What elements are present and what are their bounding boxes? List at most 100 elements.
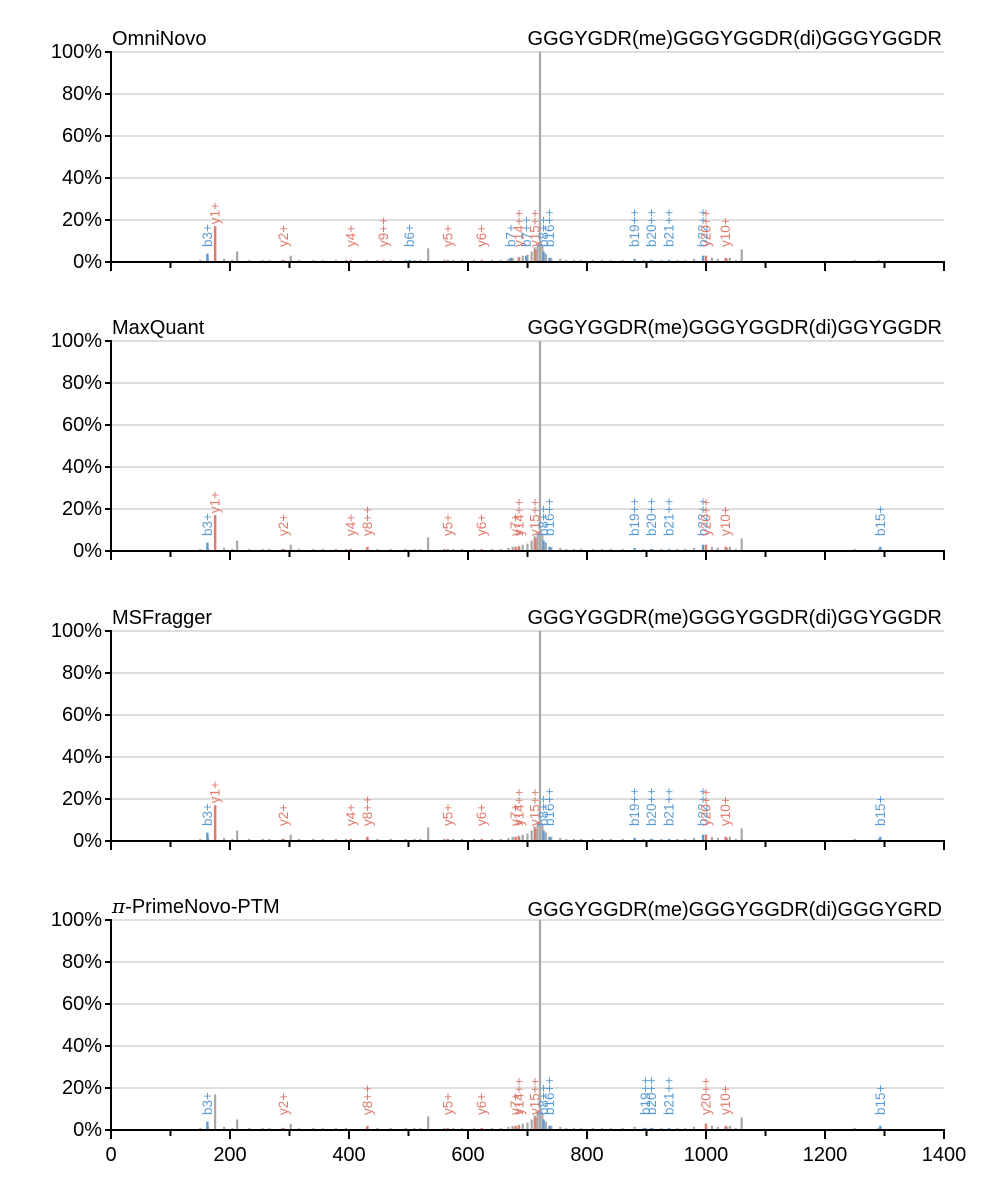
y-tick-label: 40% bbox=[62, 1035, 102, 1057]
ion-label: y2+ bbox=[276, 1093, 291, 1115]
ion-label: y20++ bbox=[699, 1077, 714, 1115]
x-tick-label: 1200 bbox=[803, 1144, 848, 1166]
ion-label: b21++ bbox=[662, 498, 677, 536]
ion-label: b16++ bbox=[542, 788, 557, 826]
ion-label: y20++ bbox=[699, 209, 714, 247]
x-tick-label: 400 bbox=[332, 1144, 365, 1166]
y-tick-label: 60% bbox=[62, 125, 102, 147]
y-tick-label: 80% bbox=[62, 662, 102, 684]
method-name: OmniNovo bbox=[112, 28, 206, 50]
ion-label: y4+ bbox=[343, 804, 358, 826]
y-tick-label: 20% bbox=[62, 788, 102, 810]
y-tick-label: 80% bbox=[62, 951, 102, 973]
y-tick-label: 20% bbox=[62, 498, 102, 520]
ion-label: b3+ bbox=[200, 1092, 215, 1115]
ion-label: y8++ bbox=[360, 506, 375, 536]
x-tick-label: 1400 bbox=[922, 1144, 967, 1166]
x-tick-label: 800 bbox=[570, 1144, 603, 1166]
ion-label: y1+ bbox=[208, 202, 223, 224]
x-tick-label: 0 bbox=[105, 1144, 116, 1166]
ion-label: y5+ bbox=[440, 804, 455, 826]
ion-label: b16++ bbox=[542, 1077, 557, 1115]
ion-label: b15+ bbox=[873, 1084, 888, 1115]
ion-label: y7+ bbox=[508, 804, 523, 826]
ion-label: y8++ bbox=[360, 1085, 375, 1115]
y-tick-label: 0% bbox=[73, 540, 102, 562]
ion-label: b8++ bbox=[536, 795, 551, 826]
y-tick-label: 60% bbox=[62, 414, 102, 436]
ion-label: y1+ bbox=[208, 781, 223, 803]
ion-label: b22++ bbox=[696, 209, 711, 247]
ion-label: b19++ bbox=[638, 1077, 653, 1115]
ion-label: y5+ bbox=[440, 1093, 455, 1115]
y-tick-label: 60% bbox=[62, 704, 102, 726]
ion-label: b6+ bbox=[402, 224, 417, 247]
y-tick-label: 100% bbox=[51, 620, 102, 642]
ion-label: b16++ bbox=[542, 498, 557, 536]
spectrum-panel: b3+y1+ y2+ y4+ y9++ b6+ y5+ y6+ b7+y14++b7++y15… bbox=[51, 28, 945, 273]
ion-label: b21++ bbox=[662, 209, 677, 247]
ion-label: y10+ bbox=[718, 506, 733, 536]
ion-label: b20++ bbox=[644, 498, 659, 536]
y-tick-label: 40% bbox=[62, 746, 102, 768]
ion-label: y10+ bbox=[718, 217, 733, 247]
y-tick-label: 100% bbox=[51, 330, 102, 352]
spectrum-panel: b3+ y2+ y8++ y5+ y6+ y7+y14++ y15++b8++b16++ b1… bbox=[51, 894, 966, 1166]
spectrum-panel: b3+y1+y2+ y4+ y8++ y5+ y6+ y7+y14++ y15++b8++b… bbox=[51, 607, 945, 852]
ion-label: b3+ bbox=[200, 803, 215, 826]
ion-label: y2+ bbox=[276, 225, 291, 247]
method-name: MaxQuant bbox=[112, 317, 205, 339]
y-tick-label: 0% bbox=[73, 251, 102, 273]
ion-label: y7+ bbox=[508, 1093, 523, 1115]
ion-label: y10+ bbox=[718, 1085, 733, 1115]
method-name: π-PrimeNovo-PTM bbox=[111, 894, 280, 918]
x-tick-label: 200 bbox=[213, 1144, 246, 1166]
ion-label: y2+ bbox=[276, 804, 291, 826]
y-tick-label: 60% bbox=[62, 993, 102, 1015]
y-tick-label: 80% bbox=[62, 83, 102, 105]
peptide-sequence: GGGYGGDR(me)GGGYGGDR(di)GGGYGRD bbox=[528, 899, 942, 921]
method-name: MSFragger bbox=[112, 607, 212, 629]
y-tick-label: 20% bbox=[62, 209, 102, 231]
ion-label: y5+ bbox=[440, 514, 455, 536]
ion-label: b21++ bbox=[662, 788, 677, 826]
ion-label: y20++ bbox=[699, 498, 714, 536]
ion-label: y14++ bbox=[512, 1077, 527, 1115]
ion-label: b20++ bbox=[644, 788, 659, 826]
ion-label: y9++ bbox=[376, 217, 391, 247]
spectrum-panel: b3+y1+y2+ y4+ y8++ y5+ y6+ y7+y14++ y15++b8++b… bbox=[51, 317, 945, 562]
ion-label: y10+ bbox=[718, 796, 733, 826]
ion-label: y4+ bbox=[343, 225, 358, 247]
ion-label: b7++ bbox=[519, 216, 534, 247]
ion-label: b3+ bbox=[200, 513, 215, 536]
ion-label: y2+ bbox=[276, 514, 291, 536]
ion-label: y7+ bbox=[508, 514, 523, 536]
x-tick-label: 1000 bbox=[684, 1144, 729, 1166]
ion-label: y6+ bbox=[474, 225, 489, 247]
ion-label: b22++ bbox=[696, 498, 711, 536]
y-tick-label: 40% bbox=[62, 456, 102, 478]
ion-label: y4+ bbox=[343, 514, 358, 536]
y-tick-label: 0% bbox=[73, 1119, 102, 1141]
ion-label: b3+ bbox=[200, 224, 215, 247]
ion-label: y6+ bbox=[474, 804, 489, 826]
ion-label: y14++ bbox=[512, 788, 527, 826]
ion-label: b16++ bbox=[542, 209, 557, 247]
ion-label: b21++ bbox=[662, 1077, 677, 1115]
ion-label: y14++ bbox=[512, 498, 527, 536]
ion-label: y15++ bbox=[528, 498, 543, 536]
ion-label: b19++ bbox=[627, 788, 642, 826]
peptide-sequence: GGGYGGDR(me)GGGYGGDR(di)GGYGGDR bbox=[528, 317, 942, 339]
ion-label: y14++ bbox=[512, 209, 527, 247]
y-tick-label: 0% bbox=[73, 830, 102, 852]
y-tick-label: 80% bbox=[62, 372, 102, 394]
ion-label: b15+ bbox=[873, 505, 888, 536]
ion-label: y20++ bbox=[699, 788, 714, 826]
peptide-sequence: GGGYGDR(me)GGGYGGDR(di)GGGYGGDR bbox=[528, 28, 942, 50]
ion-label: b20++ bbox=[644, 209, 659, 247]
ion-label: y5+ bbox=[440, 225, 455, 247]
y-tick-label: 100% bbox=[51, 41, 102, 63]
ion-label: b8++ bbox=[536, 216, 551, 247]
ion-label: y6+ bbox=[474, 514, 489, 536]
